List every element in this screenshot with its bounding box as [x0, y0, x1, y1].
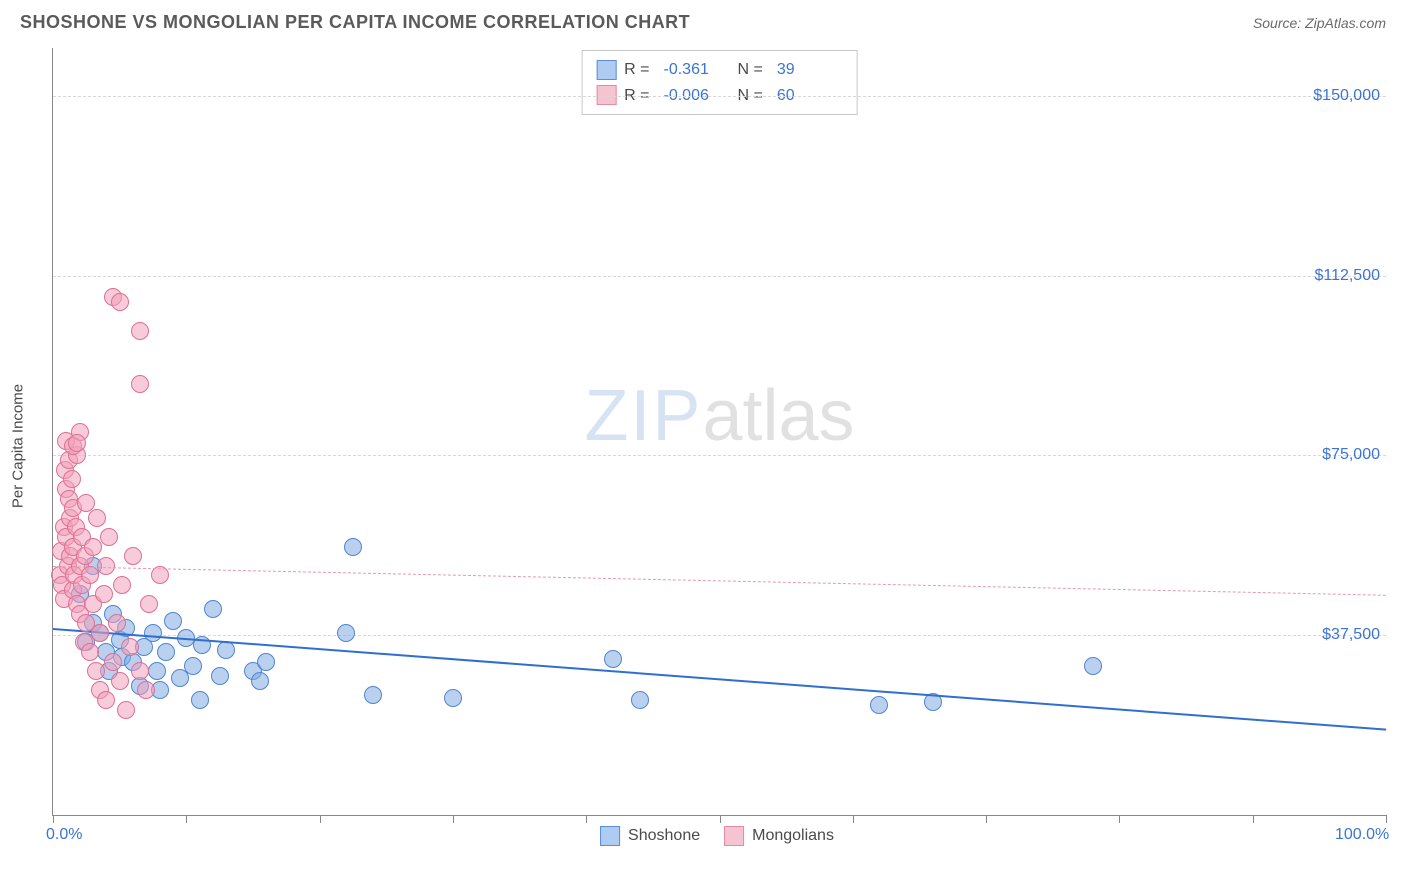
x-tick [853, 815, 854, 823]
legend-swatch [600, 826, 620, 846]
data-point [95, 585, 113, 603]
data-point [364, 686, 382, 704]
x-tick [320, 815, 321, 823]
data-point [251, 672, 269, 690]
data-point [131, 375, 149, 393]
data-point [117, 701, 135, 719]
data-point [84, 538, 102, 556]
x-tick [453, 815, 454, 823]
y-axis-label: Per Capita Income [10, 384, 27, 508]
data-point [111, 672, 129, 690]
data-point [140, 595, 158, 613]
gridline [53, 455, 1386, 456]
x-tick [1386, 815, 1387, 823]
x-tick [53, 815, 54, 823]
data-point [631, 691, 649, 709]
x-tick [1119, 815, 1120, 823]
gridline [53, 635, 1386, 636]
x-tick [986, 815, 987, 823]
x-tick-label: 0.0% [46, 826, 82, 844]
watermark: ZIPatlas [584, 375, 854, 457]
data-point [337, 624, 355, 642]
legend-stat-row: R = -0.361 N = 39 [596, 57, 843, 83]
y-tick-label: $37,500 [1322, 626, 1380, 644]
n-value: 39 [777, 57, 837, 83]
data-point [157, 643, 175, 661]
data-point [111, 293, 129, 311]
data-point [204, 600, 222, 618]
data-point [97, 557, 115, 575]
gridline [53, 276, 1386, 277]
legend-swatch [596, 60, 616, 80]
chart-container: Per Capita Income ZIPatlas R =-0.361N =3… [48, 48, 1386, 844]
data-point [1084, 657, 1102, 675]
data-point [211, 667, 229, 685]
x-tick [586, 815, 587, 823]
legend-swatch [724, 826, 744, 846]
legend-stats: R =-0.361N =39R =-0.006N =60 [581, 50, 858, 115]
data-point [444, 689, 462, 707]
data-point [131, 322, 149, 340]
source-credit: Source: ZipAtlas.com [1253, 15, 1386, 31]
data-point [81, 566, 99, 584]
y-tick-label: $150,000 [1313, 87, 1380, 105]
data-point [144, 624, 162, 642]
data-point [870, 696, 888, 714]
stat-label: R = [624, 57, 649, 83]
x-tick [186, 815, 187, 823]
chart-title: SHOSHONE VS MONGOLIAN PER CAPITA INCOME … [20, 12, 690, 33]
data-point [81, 643, 99, 661]
y-tick-label: $112,500 [1314, 267, 1380, 285]
r-value: -0.361 [664, 57, 724, 83]
data-point [191, 691, 209, 709]
legend-item: Shoshone [600, 826, 700, 846]
data-point [121, 638, 139, 656]
legend-series: Shoshone Mongolians [600, 826, 834, 846]
data-point [344, 538, 362, 556]
data-point [131, 662, 149, 680]
stat-label: N = [738, 57, 763, 83]
legend-item: Mongolians [724, 826, 834, 846]
data-point [87, 662, 105, 680]
data-point [91, 624, 109, 642]
data-point [113, 576, 131, 594]
data-point [100, 528, 118, 546]
data-point [97, 691, 115, 709]
data-point [164, 612, 182, 630]
data-point [257, 653, 275, 671]
gridline [53, 96, 1386, 97]
y-tick-label: $75,000 [1322, 446, 1380, 464]
data-point [104, 653, 122, 671]
plot-area: ZIPatlas R =-0.361N =39R =-0.006N =60 $3… [52, 48, 1386, 816]
data-point [88, 509, 106, 527]
data-point [63, 470, 81, 488]
x-tick [720, 815, 721, 823]
data-point [124, 547, 142, 565]
data-point [604, 650, 622, 668]
data-point [68, 434, 86, 452]
legend-label: Shoshone [628, 827, 700, 845]
x-tick-label: 100.0% [1335, 826, 1389, 844]
data-point [148, 662, 166, 680]
legend-label: Mongolians [752, 827, 834, 845]
trend-line [53, 566, 1386, 596]
data-point [108, 614, 126, 632]
x-tick [1253, 815, 1254, 823]
data-point [137, 681, 155, 699]
data-point [184, 657, 202, 675]
